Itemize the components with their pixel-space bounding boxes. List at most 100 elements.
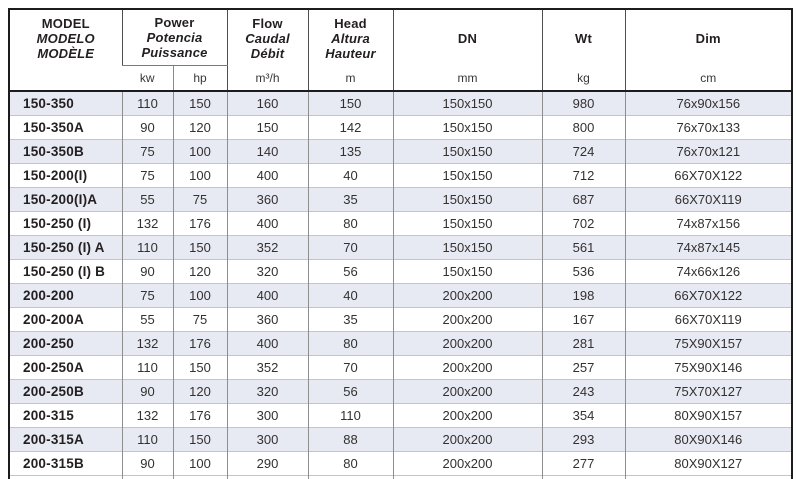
cell-wt: 800: [541, 115, 625, 140]
header-model-fr: MODÈLE: [37, 45, 95, 61]
cell-wt: 243: [541, 379, 625, 404]
clipped-row: [10, 475, 791, 479]
cell-model: 150-200(I)A: [10, 187, 122, 212]
spec-table: MODEL MODELO MODÈLE Power Potencia Puiss…: [10, 10, 791, 479]
cell-dn: 150x150: [392, 91, 542, 116]
cell-wt: 561: [541, 235, 625, 260]
cell-dim: 74x66x126: [624, 259, 791, 284]
table-row: 150-250 (I) B 90 120 320 56 150x150 536 …: [10, 259, 791, 284]
cell-model: 150-250 (I) B: [10, 259, 122, 284]
cell-dn: 200x200: [392, 403, 542, 428]
cell-wt: 281: [541, 331, 625, 356]
cell-power-hp: 100: [172, 139, 227, 164]
cell-power-kw: 75: [121, 139, 173, 164]
header-dn: DN mm: [392, 10, 542, 92]
header-dim: Dim cm: [624, 10, 791, 92]
unit-flow: m³/h: [255, 71, 280, 85]
cell-power-kw: 110: [121, 427, 173, 452]
cell-dim: 75X90X146: [624, 355, 791, 380]
cell-power-hp: 100: [172, 283, 227, 308]
cell-dn: 200x200: [392, 451, 542, 476]
cell-dim: 76x70x121: [624, 139, 791, 164]
cell-flow: 140: [226, 139, 308, 164]
cell-head: 110: [307, 403, 393, 428]
cell-dn: 200x200: [392, 355, 542, 380]
unit-head: m: [345, 71, 356, 85]
cell-model: 200-200A: [10, 307, 122, 332]
cell-flow: 352: [226, 235, 308, 260]
cell-model: 150-350: [23, 96, 74, 111]
table-row: 200-200 75 100 400 40 200x200 198 66X70X…: [10, 283, 791, 308]
cell-dn: 150x150: [392, 259, 542, 284]
header-flow-fr: Débit: [250, 45, 285, 61]
cell-power-hp: 176: [172, 211, 227, 236]
cell-model: 150-250 (I): [10, 211, 122, 236]
cell-flow: 320: [226, 259, 308, 284]
table-row: 200-315 132 176 300 110 200x200 354 80X9…: [10, 403, 791, 428]
cell-wt: 712: [541, 163, 625, 188]
cell-power-hp: 150: [172, 91, 227, 116]
cell-head: 150: [307, 91, 393, 116]
header-wt: Wt kg: [541, 10, 625, 92]
cell-wt: 167: [541, 307, 625, 332]
cell-dn: 200x200: [392, 427, 542, 452]
cell-head: 70: [307, 235, 393, 260]
cell-dn: 150x150: [392, 235, 542, 260]
cell-power-kw: 132: [121, 331, 173, 356]
header-power-en: Power: [154, 15, 195, 30]
table-header: MODEL MODELO MODÈLE Power Potencia Puiss…: [10, 10, 791, 92]
cell-power-kw: 75: [121, 283, 173, 308]
header-model-es: MODELO: [36, 30, 95, 46]
cell-wt: 354: [541, 403, 625, 428]
cell-dn: 150x150: [392, 139, 542, 164]
cell-dim: 75X90X157: [624, 331, 791, 356]
cell-power-kw: 55: [121, 187, 173, 212]
cell-power-kw: 90: [121, 379, 173, 404]
cell-dn: 200x200: [392, 379, 542, 404]
cell-flow: 150: [226, 115, 308, 140]
cell-dn: 200x200: [392, 283, 542, 308]
header-model: MODEL MODELO MODÈLE: [10, 10, 122, 92]
unit-power-hp: hp: [172, 65, 227, 92]
cell-model: 200-250B: [10, 379, 122, 404]
table-row: 150-350A 90 120 150 142 150x150 800 76x7…: [10, 115, 791, 140]
cell-flow: 160: [226, 91, 308, 116]
cell-power-kw: 110: [121, 91, 173, 116]
cell-wt: 687: [541, 187, 625, 212]
cell-power-hp: 176: [172, 403, 227, 428]
cell-flow: 400: [226, 331, 308, 356]
cell-flow: 300: [226, 403, 308, 428]
header-head-fr: Hauteur: [325, 45, 376, 61]
header-head: Head Altura Hauteur m: [307, 10, 393, 92]
cell-wt: 293: [541, 427, 625, 452]
cell-model: 150-350B: [10, 139, 122, 164]
header-head-en: Head: [334, 15, 367, 31]
cell-flow: 320: [226, 379, 308, 404]
cell-head: 142: [307, 115, 393, 140]
cell-head: 135: [307, 139, 393, 164]
cell-power-kw: 90: [121, 451, 173, 476]
cell-power-kw: 90: [121, 259, 173, 284]
pump-spec-table: MODEL MODELO MODÈLE Power Potencia Puiss…: [8, 8, 793, 479]
cell-power-kw: 110: [121, 355, 173, 380]
cell-wt: 198: [541, 283, 625, 308]
cell-dn: 200x200: [392, 307, 542, 332]
table-row: 150-350 110 150 160 150 150x150 980 76x9…: [10, 91, 791, 116]
header-flow-en: Flow: [252, 15, 283, 31]
cell-dim: 75X70X127: [624, 379, 791, 404]
cell-dim: 76x90x156: [624, 91, 791, 116]
cell-wt: 980: [541, 91, 625, 116]
header-dn-label: DN: [457, 30, 478, 46]
cell-wt: 277: [541, 451, 625, 476]
cell-power-hp: 120: [172, 115, 227, 140]
cell-dn: 150x150: [392, 187, 542, 212]
cell-dn: 150x150: [392, 163, 542, 188]
cell-head: 80: [307, 331, 393, 356]
cell-power-hp: 120: [172, 379, 227, 404]
cell-dn: 200x200: [392, 331, 542, 356]
table-row: 200-250A 110 150 352 70 200x200 257 75X9…: [10, 355, 791, 380]
header-power-es: Potencia: [146, 30, 203, 45]
header-flow: Flow Caudal Débit m³/h: [226, 10, 308, 92]
cell-power-hp: 120: [172, 259, 227, 284]
